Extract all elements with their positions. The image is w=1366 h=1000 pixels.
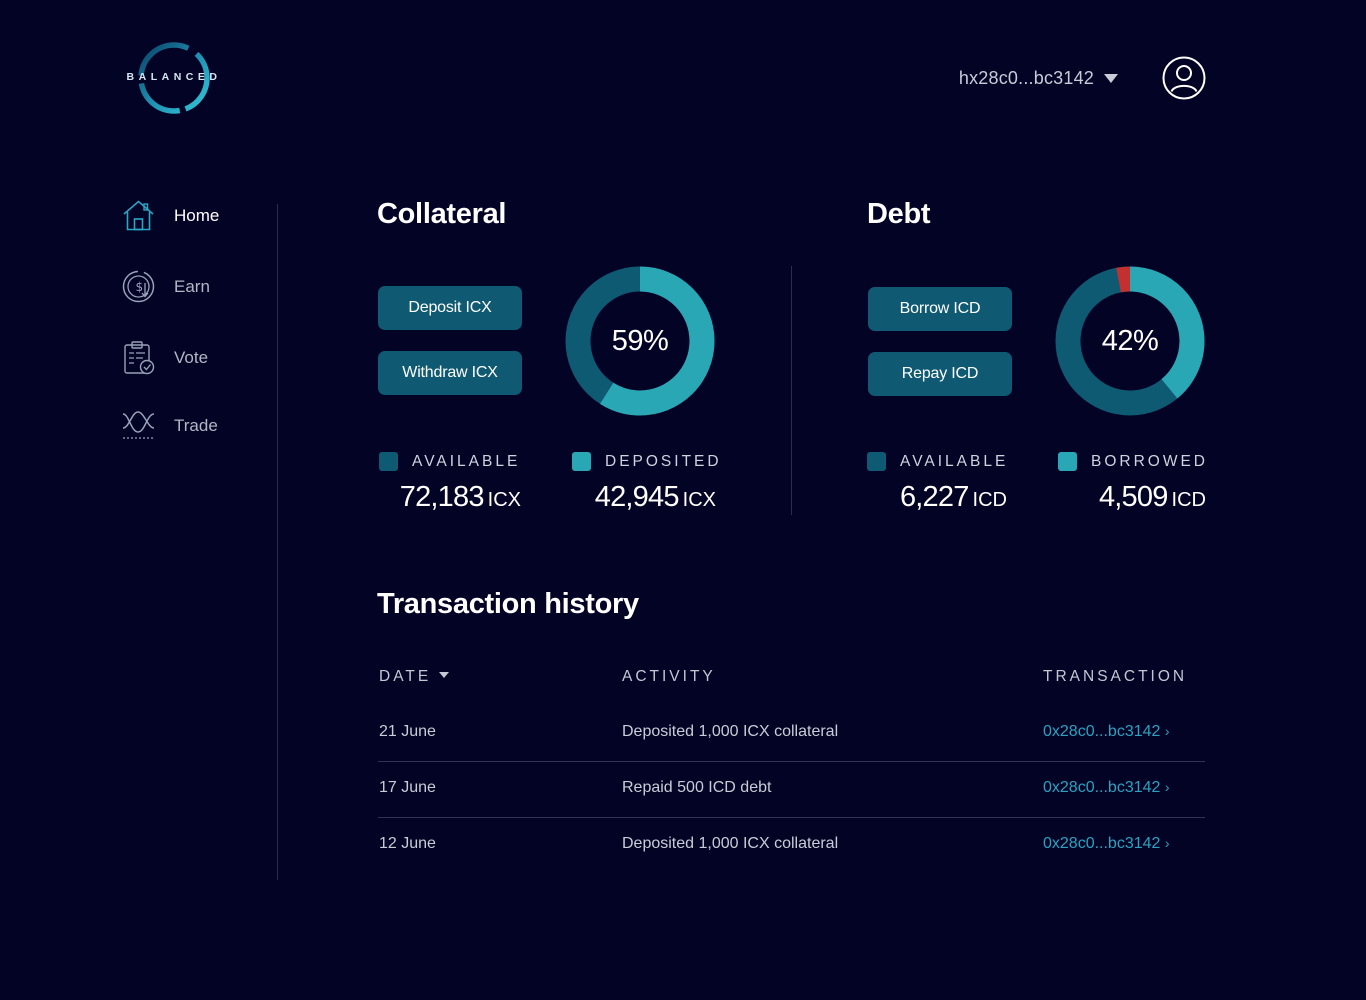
date-header-label: DATE (379, 668, 432, 685)
sidebar-item-vote[interactable]: Vote (121, 340, 208, 375)
borrowed-swatch (1058, 452, 1077, 471)
logo-ring-icon (138, 42, 210, 114)
row-2-transaction-link[interactable]: 0x28c0...bc3142 › (1043, 779, 1170, 797)
debt-title: Debt (867, 198, 931, 230)
collateral-deposited-legend: DEPOSITED (572, 452, 722, 471)
debt-danger-arc (1055, 266, 1205, 416)
debt-borrowed-value: 4,509 (1098, 481, 1168, 513)
trade-icon (121, 408, 156, 443)
collateral-available-amount: 72,183 ICX (400, 481, 521, 514)
debt-borrowed-amount: 4,509 ICD (1099, 481, 1206, 514)
debt-available-legend: AVAILABLE (867, 452, 1008, 471)
borrow-icd-button[interactable]: Borrow ICD (868, 287, 1012, 331)
row-2-activity: Repaid 500 ICD debt (622, 779, 772, 796)
row-2-date: 17 June (379, 779, 436, 796)
deposited-swatch (572, 452, 591, 471)
repay-icd-button[interactable]: Repay ICD (868, 352, 1012, 396)
collateral-deposited-unit: ICX (682, 489, 716, 511)
row-divider (378, 817, 1205, 818)
collateral-available-unit: ICX (487, 489, 521, 511)
row-3-date: 12 June (379, 835, 436, 852)
sidebar-item-label: Trade (174, 415, 218, 435)
withdraw-icx-button[interactable]: Withdraw ICX (378, 351, 522, 395)
activity-column-header: ACTIVITY (622, 668, 716, 685)
debt-available-unit: ICD (972, 489, 1007, 511)
borrowed-label: BORROWED (1091, 452, 1208, 470)
home-icon (121, 198, 156, 233)
chevron-right-icon: › (1164, 779, 1170, 795)
date-column-header[interactable]: DATE (379, 668, 450, 686)
collateral-available-value: 72,183 (399, 481, 485, 513)
chevron-right-icon: › (1164, 835, 1170, 851)
sidebar-item-trade[interactable]: Trade (121, 408, 218, 443)
collateral-title: Collateral (377, 198, 507, 230)
chevron-right-icon: › (1164, 723, 1170, 739)
debt-percent: 42% (1101, 324, 1159, 357)
transaction-column-header: TRANSACTION (1043, 668, 1188, 685)
sidebar-divider (277, 204, 278, 880)
row-1-transaction-link[interactable]: 0x28c0...bc3142 › (1043, 723, 1170, 741)
row-1-date: 21 June (379, 723, 436, 740)
transaction-history-title: Transaction history (377, 588, 639, 620)
debt-available-value: 6,227 (899, 481, 969, 513)
row-3-transaction-link[interactable]: 0x28c0...bc3142 › (1043, 835, 1170, 853)
chevron-down-icon (1104, 74, 1118, 83)
sidebar-item-label: Vote (174, 347, 209, 367)
collateral-available-legend: AVAILABLE (379, 452, 520, 471)
deposited-label: DEPOSITED (605, 452, 722, 470)
transaction-hash: 0x28c0...bc3142 (1043, 779, 1161, 796)
available-swatch (867, 452, 886, 471)
sidebar-item-label: Home (174, 205, 220, 225)
debt-borrowed-legend: BORROWED (1058, 452, 1208, 471)
debt-donut-chart: 42% (1054, 265, 1206, 417)
wallet-address: hx28c0...bc3142 (958, 68, 1094, 88)
sidebar-item-label: Earn (174, 276, 210, 296)
sort-down-icon (439, 671, 450, 678)
deposit-icx-button[interactable]: Deposit ICX (378, 286, 522, 330)
row-3-activity: Deposited 1,000 ICX collateral (622, 835, 839, 852)
sidebar-item-home[interactable]: Home (121, 198, 219, 233)
user-avatar-button[interactable] (1162, 56, 1206, 100)
sidebar-item-earn[interactable]: $ Earn (121, 269, 210, 304)
available-swatch (379, 452, 398, 471)
earn-icon: $ (121, 269, 156, 304)
transaction-hash: 0x28c0...bc3142 (1043, 835, 1161, 852)
transaction-hash: 0x28c0...bc3142 (1043, 723, 1161, 740)
available-label: AVAILABLE (412, 452, 521, 470)
collateral-donut-chart: 59% (564, 265, 716, 417)
section-divider (791, 266, 792, 515)
available-label: AVAILABLE (900, 452, 1009, 470)
debt-borrowed-unit: ICD (1171, 489, 1206, 511)
svg-text:$: $ (136, 280, 144, 294)
collateral-deposited-arc (565, 266, 715, 416)
user-icon (1162, 56, 1206, 100)
debt-available-amount: 6,227 ICD (900, 481, 1007, 514)
balanced-logo[interactable]: BALANCED (122, 40, 226, 116)
row-1-activity: Deposited 1,000 ICX collateral (622, 723, 839, 740)
row-divider (378, 761, 1205, 762)
logo-text: BALANCED (126, 71, 222, 83)
vote-icon (121, 340, 156, 375)
wallet-selector[interactable]: hx28c0...bc3142 (959, 68, 1118, 89)
collateral-deposited-value: 42,945 (594, 481, 680, 513)
collateral-percent: 59% (611, 324, 669, 357)
collateral-deposited-amount: 42,945 ICX (595, 481, 716, 514)
